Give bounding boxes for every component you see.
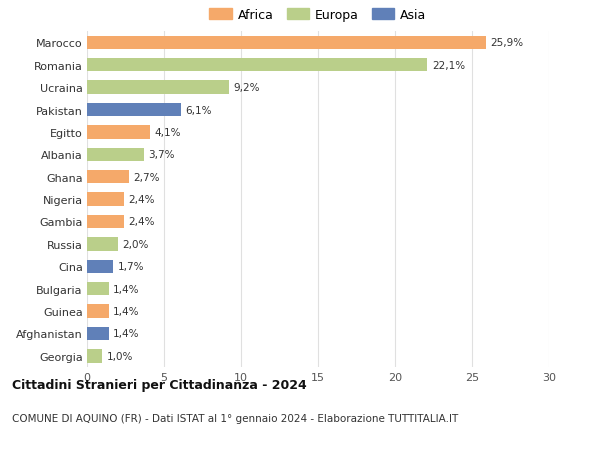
Bar	[87, 104, 181, 117]
Bar	[87, 126, 150, 140]
Text: 1,0%: 1,0%	[107, 351, 133, 361]
Bar	[87, 81, 229, 95]
Bar	[87, 327, 109, 341]
Text: 9,2%: 9,2%	[233, 83, 260, 93]
Bar	[87, 305, 109, 318]
Text: 2,4%: 2,4%	[128, 217, 155, 227]
Text: COMUNE DI AQUINO (FR) - Dati ISTAT al 1° gennaio 2024 - Elaborazione TUTTITALIA.: COMUNE DI AQUINO (FR) - Dati ISTAT al 1°…	[12, 413, 458, 423]
Bar	[87, 59, 427, 73]
Text: 4,1%: 4,1%	[155, 128, 181, 138]
Text: 3,7%: 3,7%	[149, 150, 175, 160]
Text: 6,1%: 6,1%	[185, 105, 212, 115]
Text: 1,4%: 1,4%	[113, 306, 140, 316]
Text: 2,7%: 2,7%	[133, 172, 160, 182]
Bar	[87, 171, 128, 184]
Text: 25,9%: 25,9%	[490, 38, 524, 48]
Text: 2,4%: 2,4%	[128, 195, 155, 205]
Bar	[87, 148, 144, 162]
Bar	[87, 260, 113, 274]
Text: 1,7%: 1,7%	[118, 262, 145, 272]
Text: 1,4%: 1,4%	[113, 329, 140, 339]
Bar	[87, 238, 118, 251]
Bar	[87, 193, 124, 207]
Text: 22,1%: 22,1%	[432, 61, 465, 71]
Text: Cittadini Stranieri per Cittadinanza - 2024: Cittadini Stranieri per Cittadinanza - 2…	[12, 379, 307, 392]
Legend: Africa, Europa, Asia: Africa, Europa, Asia	[206, 5, 430, 25]
Text: 1,4%: 1,4%	[113, 284, 140, 294]
Bar	[87, 282, 109, 296]
Bar	[87, 349, 103, 363]
Text: 2,0%: 2,0%	[122, 239, 149, 249]
Bar	[87, 37, 486, 50]
Bar	[87, 215, 124, 229]
